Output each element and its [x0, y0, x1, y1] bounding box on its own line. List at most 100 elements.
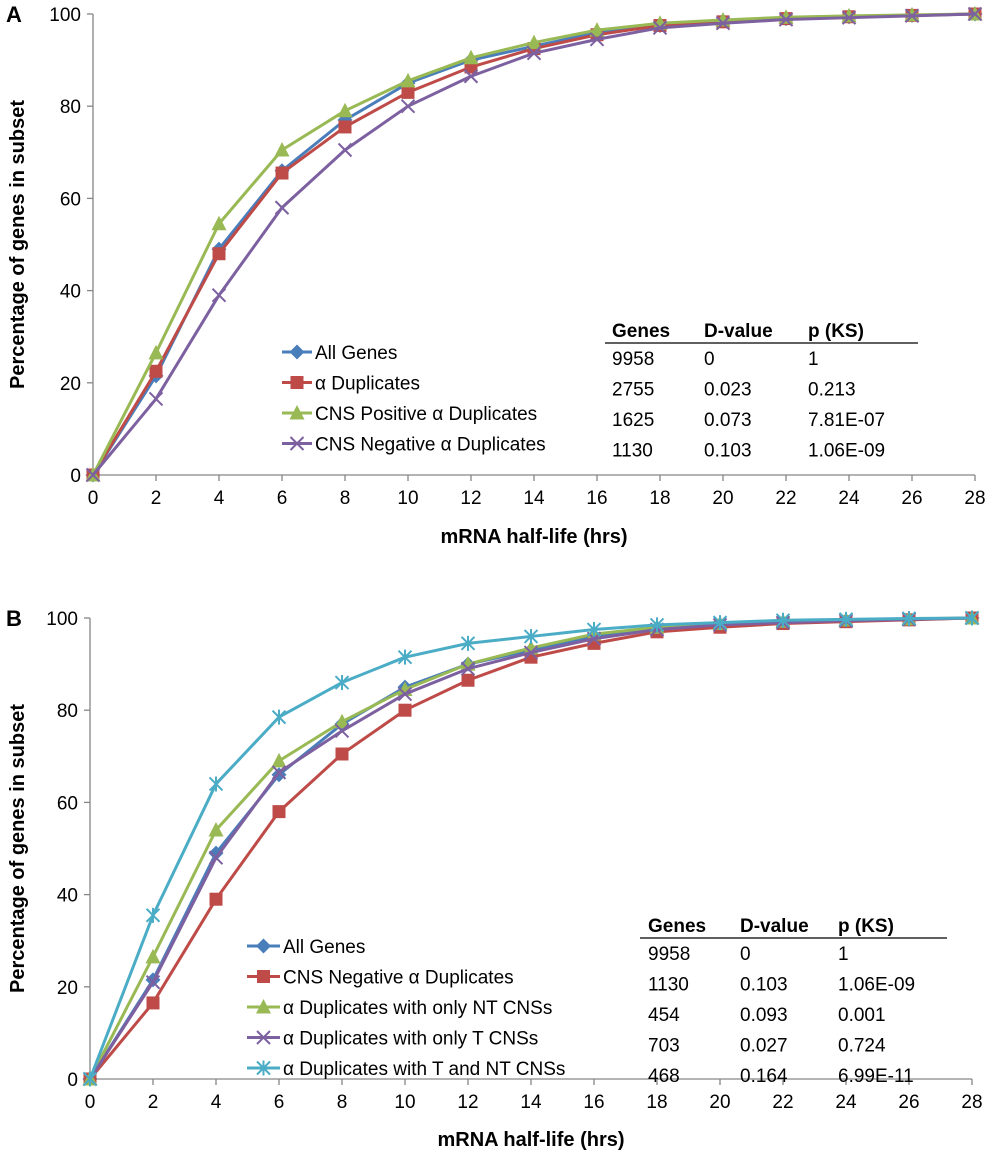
table-cell: 0.073: [704, 410, 752, 431]
table-cell: 0: [704, 349, 715, 370]
y-tick-label: 100: [46, 609, 78, 630]
data-point: [208, 776, 224, 792]
legend-item: α Duplicates with only NT CNSs: [247, 998, 552, 1019]
data-point: [397, 686, 413, 702]
table-cell: 703: [648, 1036, 680, 1057]
data-point: [85, 467, 101, 483]
data-point: [211, 288, 227, 303]
table-cell: 1130: [648, 975, 689, 996]
table-cell: 0.103: [740, 975, 788, 996]
legend-label: CNS Positive α Duplicates: [315, 404, 537, 425]
data-point: [400, 72, 416, 88]
x-tick-label: 2: [148, 1092, 159, 1113]
table-cell: 1.06E-09: [838, 975, 915, 996]
data-point: [334, 713, 350, 729]
legend-marker: [256, 999, 271, 1014]
table-cell: 0.001: [838, 1005, 886, 1026]
legend-item: CNS Negative α Duplicates: [282, 435, 546, 456]
data-point: [775, 612, 791, 628]
data-point: [586, 622, 602, 638]
table-header: D-value: [740, 916, 809, 937]
y-tick-label: 80: [57, 701, 78, 722]
x-tick-label: 4: [214, 488, 225, 509]
y-tick-label: 80: [60, 97, 81, 118]
data-point: [649, 617, 665, 633]
y-tick-label: 60: [57, 793, 78, 814]
legend-item: α Duplicates: [282, 374, 420, 395]
data-point: [463, 69, 479, 84]
table-header: D-value: [704, 321, 773, 342]
table-cell: 0.164: [740, 1066, 788, 1087]
legend-label: CNS Negative α Duplicates: [315, 435, 546, 456]
data-point: [148, 391, 164, 407]
data-point: [271, 752, 287, 768]
table-cell: 0.093: [740, 1005, 788, 1026]
legend-marker: [289, 405, 305, 420]
x-tick-label: 12: [457, 1092, 478, 1113]
x-tick-label: 14: [520, 1092, 542, 1113]
x-tick-label: 8: [340, 488, 351, 509]
x-tick-label: 16: [583, 1092, 604, 1113]
data-point: [334, 723, 350, 739]
table-cell: 1: [838, 944, 849, 965]
table-header: Genes: [648, 916, 706, 937]
x-tick-label: 12: [460, 488, 481, 509]
data-point: [337, 142, 353, 158]
y-tick-label: 40: [60, 282, 81, 303]
data-point: [145, 974, 161, 990]
x-tick-label: 28: [964, 488, 985, 509]
table-cell: 468: [648, 1066, 680, 1087]
legend-marker: [256, 1030, 271, 1045]
x-tick-label: 24: [835, 1092, 857, 1113]
data-point: [208, 850, 224, 865]
data-point: [460, 661, 476, 676]
x-tick-label: 20: [712, 488, 733, 509]
panel-label: A: [6, 2, 22, 27]
x-tick-label: 20: [709, 1092, 730, 1113]
legend-item: α Duplicates with only T CNSs: [247, 1029, 538, 1050]
data-point: [145, 948, 161, 964]
legend-label: α Duplicates: [315, 374, 420, 395]
data-point: [461, 673, 475, 687]
legend-marker: [289, 344, 305, 360]
data-point: [463, 49, 479, 65]
x-axis-title: mRNA half-life (hrs): [440, 526, 627, 548]
data-point: [397, 649, 413, 665]
table-cell: 9958: [612, 349, 654, 370]
x-tick-label: 26: [898, 1092, 919, 1113]
data-point: [148, 344, 164, 360]
table-cell: 1: [808, 349, 819, 370]
x-tick-label: 26: [901, 488, 922, 509]
table-cell: 0.103: [704, 441, 752, 462]
table-header: Genes: [612, 321, 670, 342]
y-tick-label: 20: [57, 978, 78, 999]
table-cell: 7.81E-07: [808, 410, 885, 431]
x-tick-label: 10: [397, 488, 418, 509]
y-tick-label: 100: [49, 5, 81, 26]
x-tick-label: 22: [775, 488, 796, 509]
data-point: [841, 10, 857, 25]
y-tick-label: 0: [70, 466, 81, 487]
legend-label: α Duplicates with T and NT CNSs: [283, 1059, 565, 1080]
table-cell: 1130: [612, 441, 653, 462]
data-point: [271, 765, 287, 780]
x-tick-label: 6: [277, 488, 288, 509]
legend-item: CNS Negative α Duplicates: [247, 968, 514, 989]
data-point: [589, 22, 605, 37]
y-axis-title: Percentage of genes in subset: [7, 100, 29, 389]
y-axis-title: Percentage of genes in subset: [7, 704, 29, 993]
data-point: [712, 615, 728, 631]
table-cell: 1.06E-09: [808, 441, 885, 462]
x-axis-title: mRNA half-life (hrs): [437, 1129, 624, 1151]
x-tick-label: 24: [838, 488, 860, 509]
series-5: [82, 610, 980, 1087]
data-point: [208, 845, 224, 861]
legend-marker: [256, 1060, 271, 1076]
data-point: [208, 822, 224, 837]
y-tick-label: 0: [67, 1070, 78, 1091]
data-point: [523, 628, 539, 644]
data-point: [967, 6, 983, 22]
table-header: p (KS): [808, 321, 864, 342]
data-point: [460, 635, 476, 651]
